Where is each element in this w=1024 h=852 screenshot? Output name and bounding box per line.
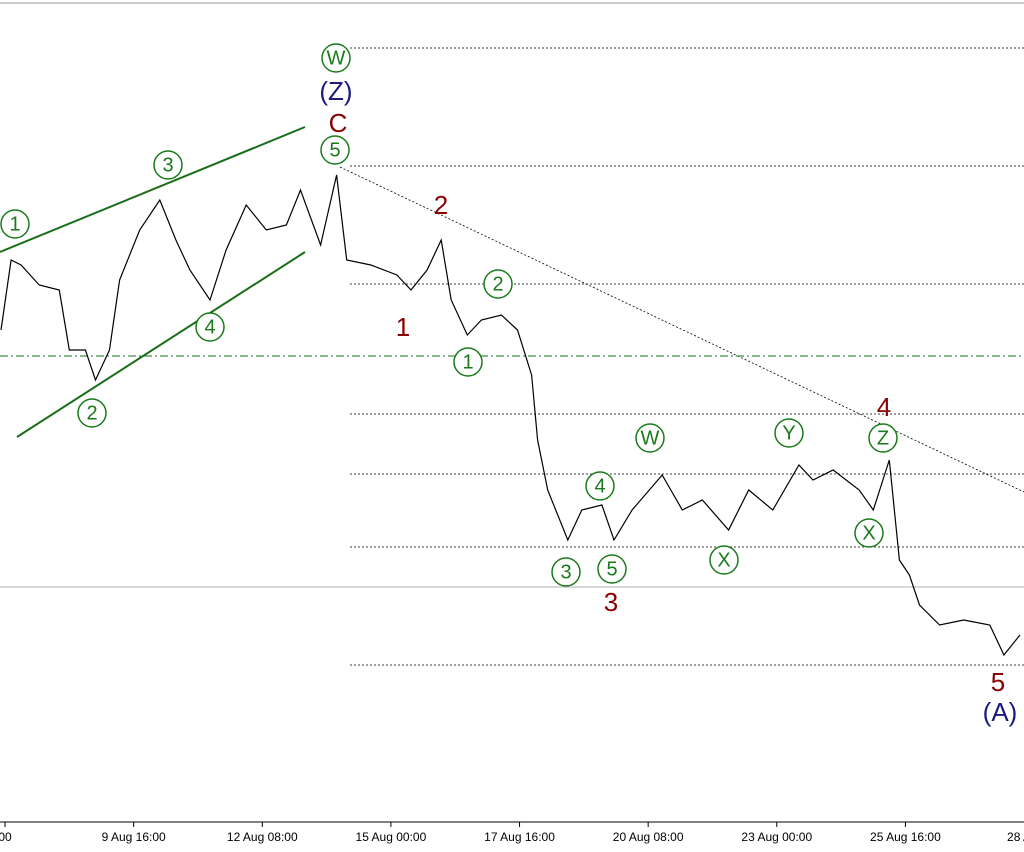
x-tick-label: 23 Aug 00:00 <box>741 830 812 844</box>
wave-label: Y <box>782 422 795 444</box>
wave-circle <box>77 398 107 428</box>
wave-circle <box>453 347 483 377</box>
wave-label: (Z) <box>319 76 352 106</box>
wave-circle <box>195 312 225 342</box>
wave-label: 2 <box>86 402 97 424</box>
wave-circle <box>551 557 581 587</box>
wave-label: 1 <box>9 213 20 235</box>
wave-label: 1 <box>396 312 410 342</box>
wave-label: 1 <box>462 351 473 373</box>
wave-label: (A) <box>983 697 1018 727</box>
wave-label: 3 <box>560 561 571 583</box>
wave-label: W <box>327 47 346 69</box>
wave-label: 5 <box>329 139 340 161</box>
wave-circle <box>854 518 884 548</box>
wave-label: 5 <box>991 667 1005 697</box>
channel-line <box>16 251 306 438</box>
wave-label: 3 <box>604 587 618 617</box>
wave-label: 4 <box>204 316 215 338</box>
wave-label: 5 <box>606 558 617 580</box>
wave-label: 2 <box>434 190 448 220</box>
channel-line <box>0 126 306 253</box>
wave-circle <box>320 135 350 165</box>
x-tick-label: 12 Aug 08:00 <box>227 830 298 844</box>
wave-label: C <box>329 108 348 138</box>
wave-circle <box>321 43 351 73</box>
x-tick-label: 00 <box>0 830 12 844</box>
wave-circle <box>635 423 665 453</box>
wave-label: 4 <box>877 392 891 422</box>
wave-label: Z <box>877 427 889 449</box>
wave-circle <box>597 554 627 584</box>
x-tick-label: 17 Aug 16:00 <box>484 830 555 844</box>
x-tick-label: 15 Aug 00:00 <box>356 830 427 844</box>
wave-circle <box>0 209 30 239</box>
wave-circle <box>868 423 898 453</box>
wave-circle <box>709 545 739 575</box>
wave-label: W <box>641 427 660 449</box>
x-tick-label: 25 Aug 16:00 <box>870 830 941 844</box>
wave-label: 4 <box>594 475 605 497</box>
wave-label: X <box>717 549 730 571</box>
wave-label: 2 <box>492 273 503 295</box>
wave-label: X <box>862 522 875 544</box>
x-tick-label: 20 Aug 08:00 <box>613 830 684 844</box>
wave-label: 3 <box>162 154 173 176</box>
x-tick-label: 9 Aug 16:00 <box>102 830 166 844</box>
price-line <box>0 174 1021 657</box>
wave-circle <box>153 150 183 180</box>
x-tick-label: 28 Aug 08 <box>1007 830 1024 844</box>
wave-circle <box>585 471 615 501</box>
wave-circle <box>774 418 804 448</box>
wave-circle <box>483 269 513 299</box>
